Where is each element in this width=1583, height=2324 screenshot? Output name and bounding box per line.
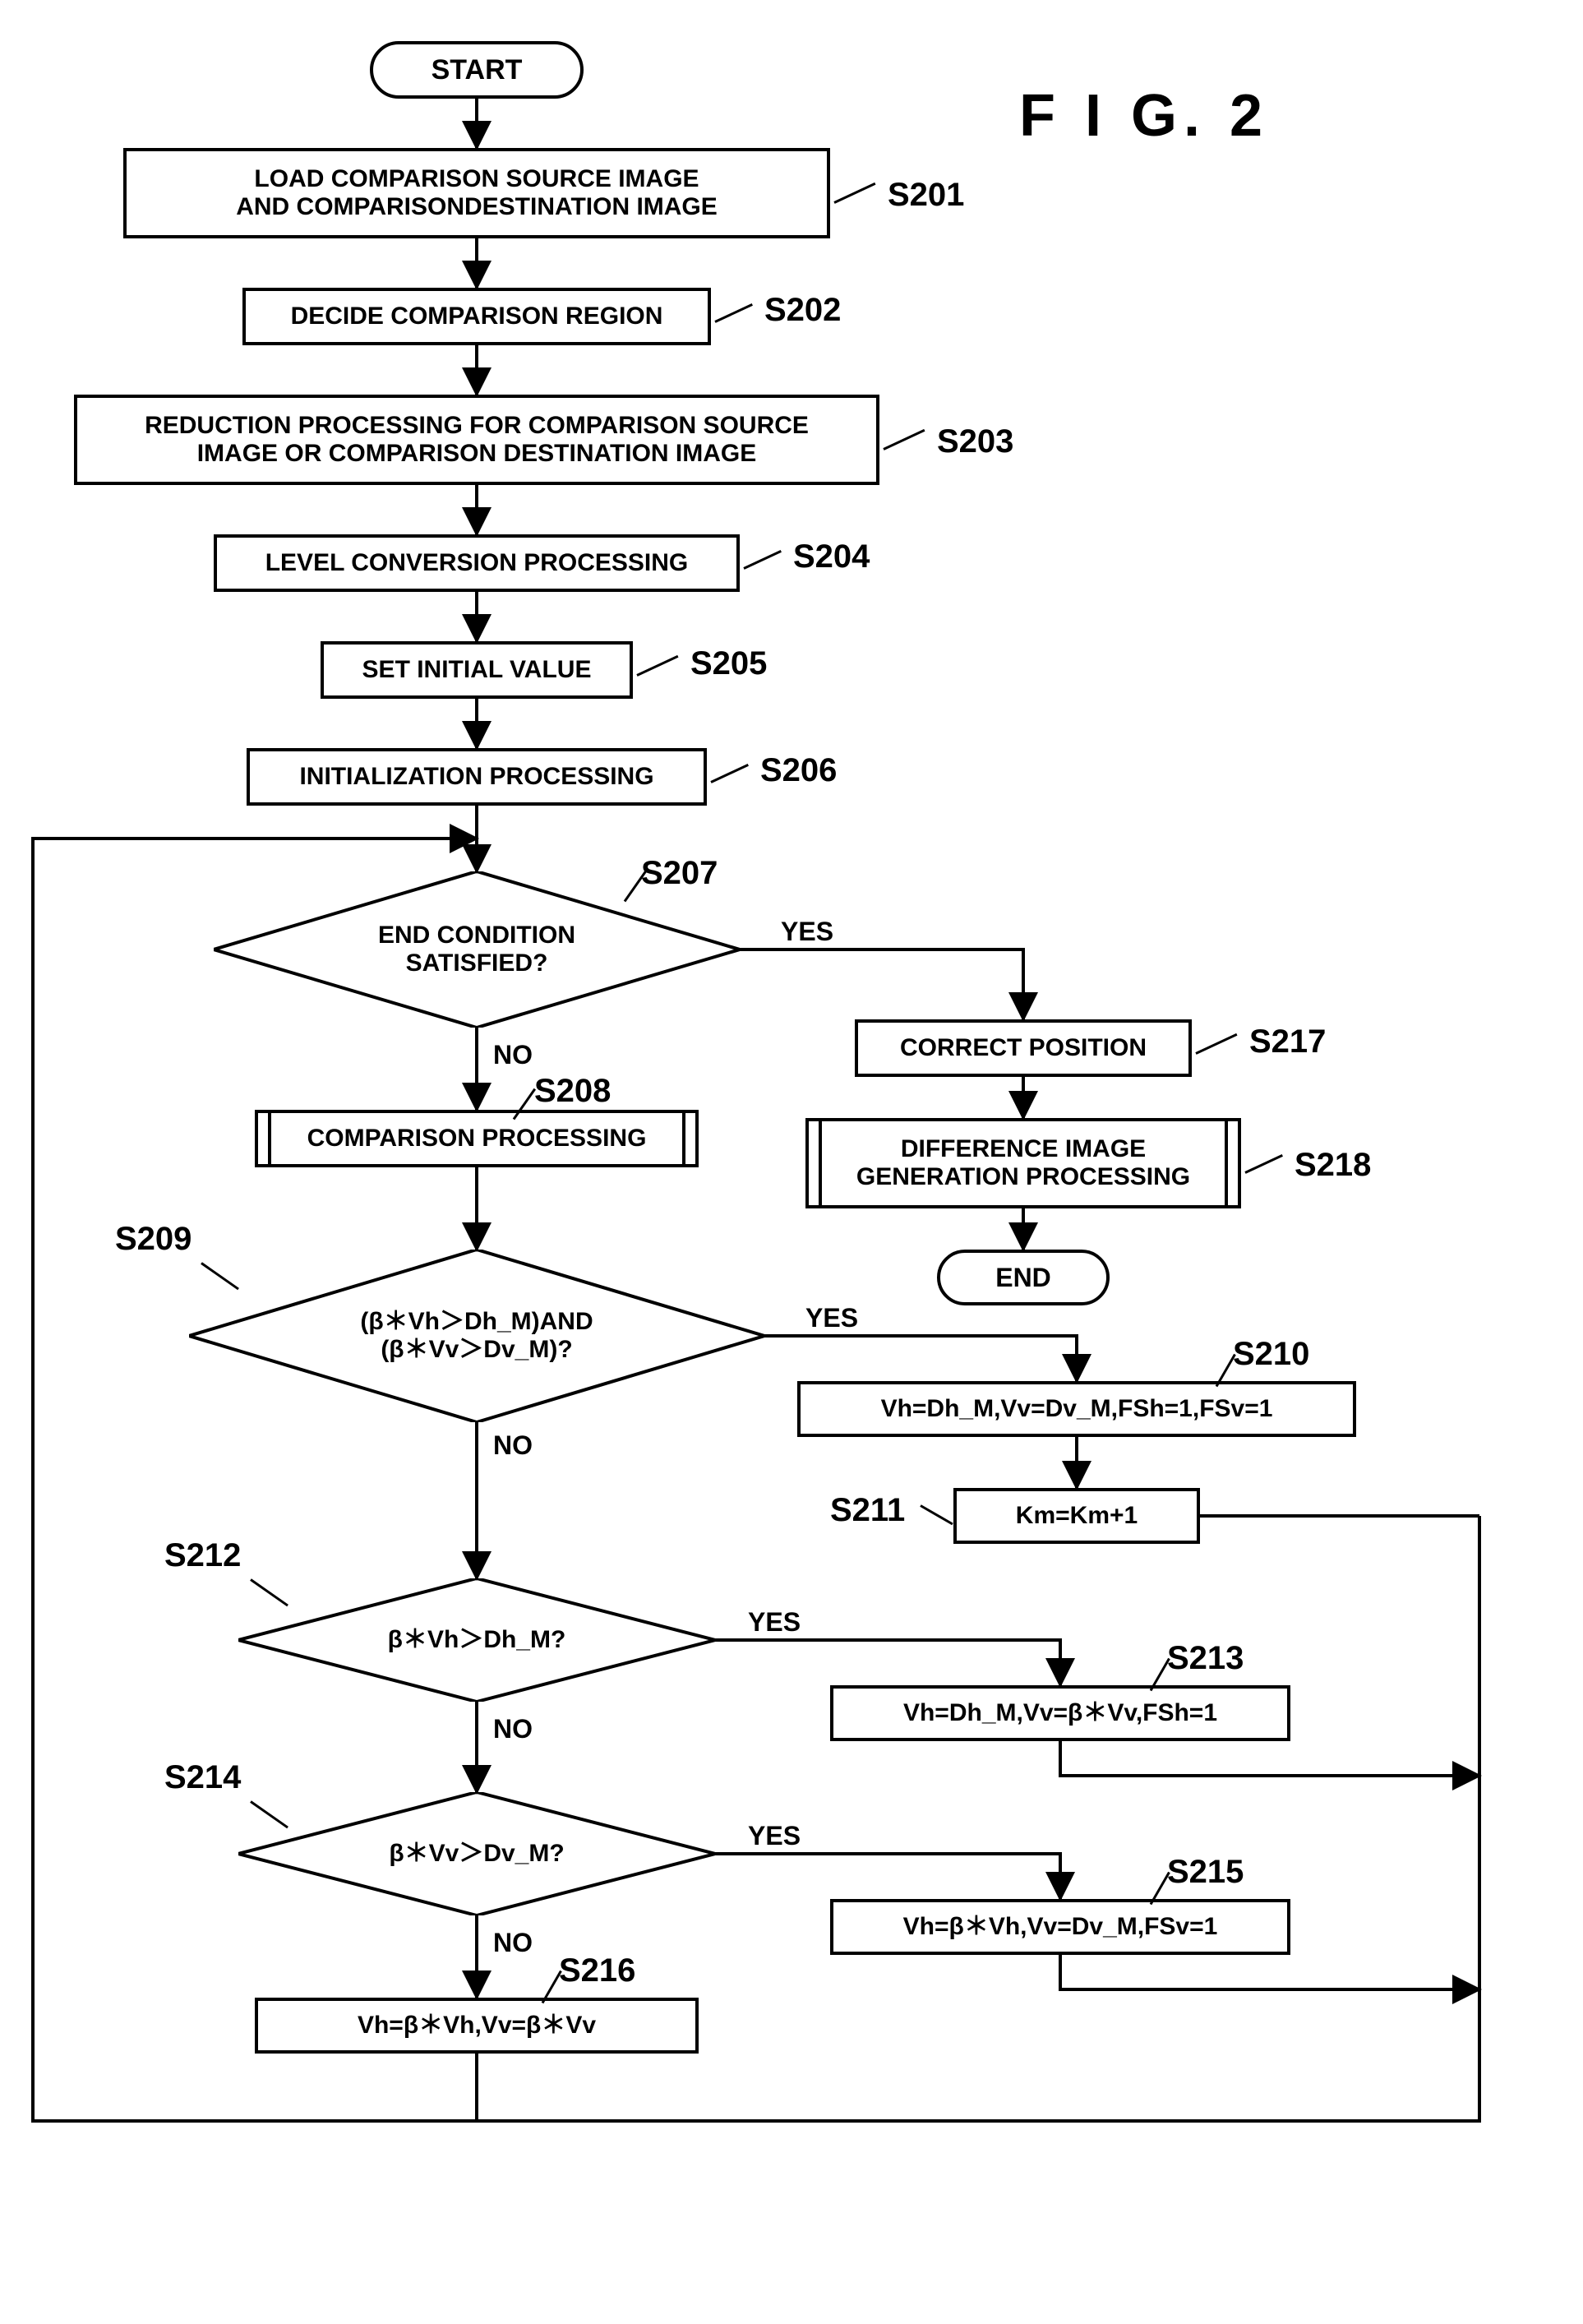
connectors <box>66 33 1529 2302</box>
flowchart-container: F I G. 2 START LOAD COMPARISON SOURCE IM… <box>66 33 1529 2302</box>
